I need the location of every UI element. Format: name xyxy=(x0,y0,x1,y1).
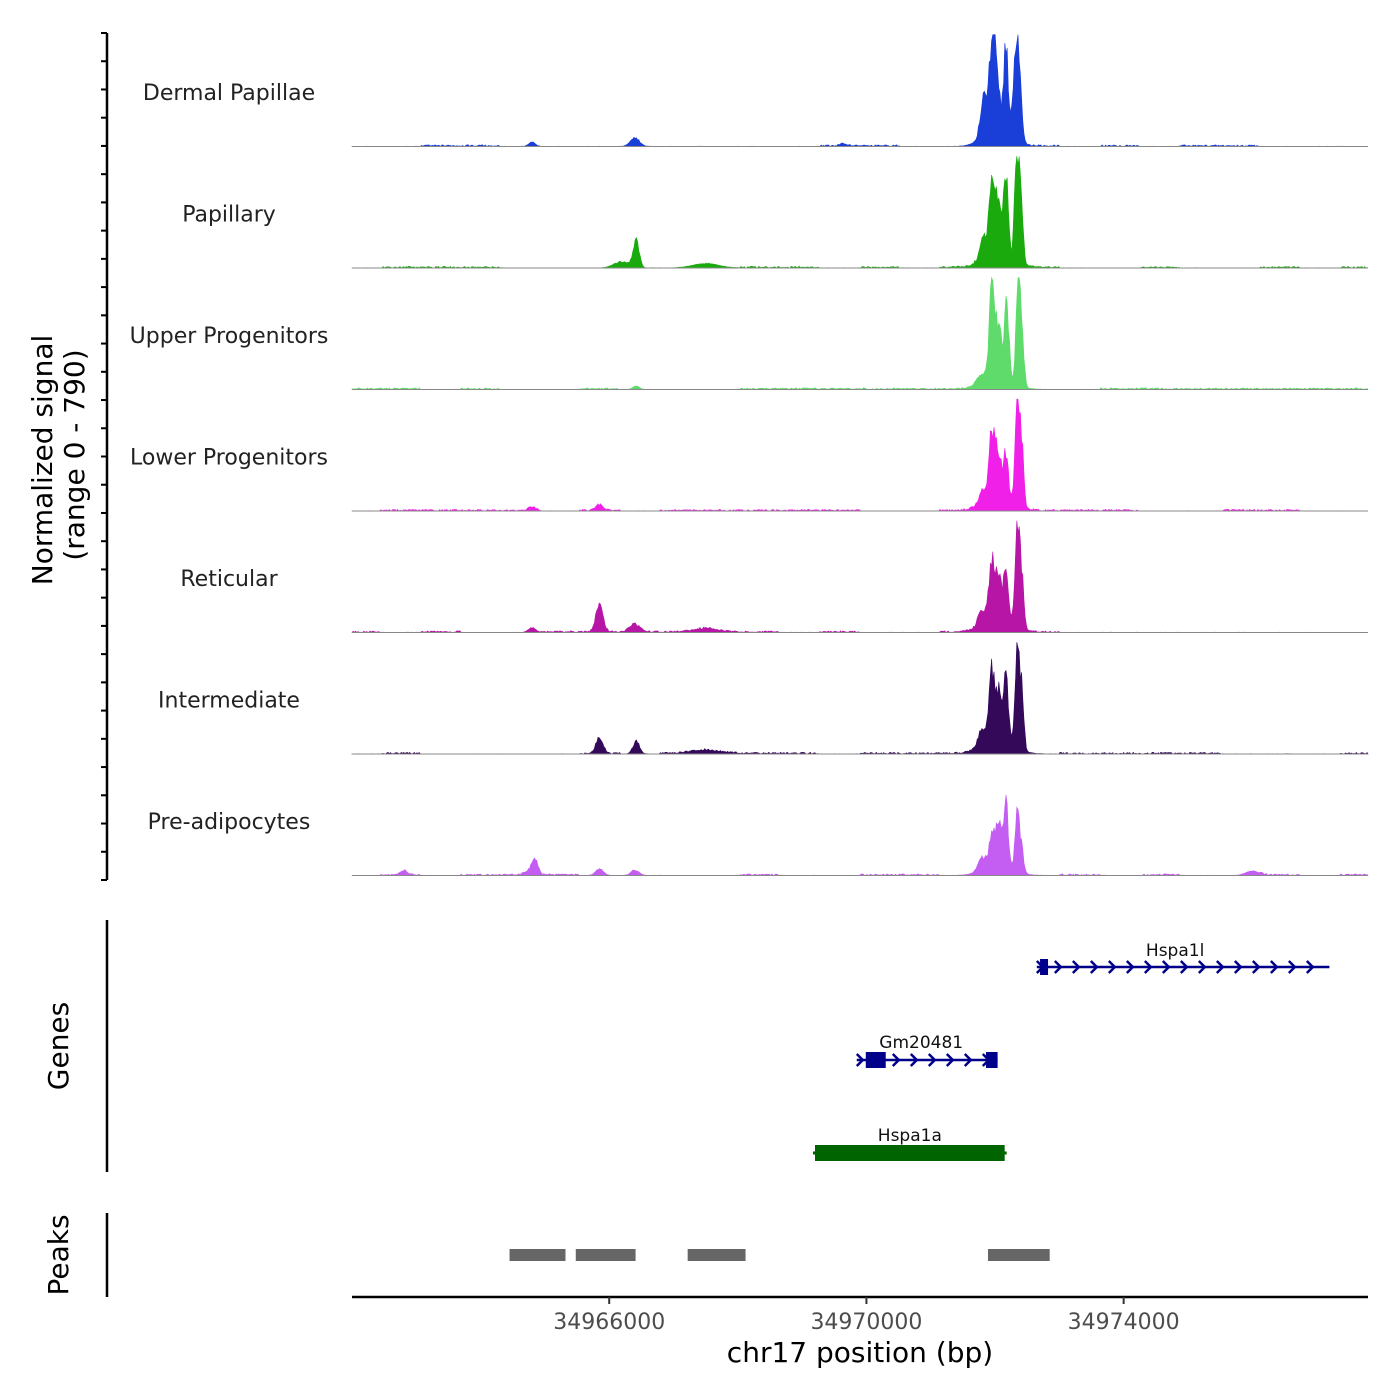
signal-area xyxy=(351,156,1369,269)
strand-arrow-icon xyxy=(1215,960,1225,974)
signal-area xyxy=(351,520,1369,633)
signal-area xyxy=(351,642,1369,755)
peak-region xyxy=(575,1249,636,1261)
gene-exon xyxy=(865,1052,886,1068)
track-label: Intermediate xyxy=(158,689,300,714)
strand-arrow-icon xyxy=(891,1053,901,1067)
strand-arrow-icon xyxy=(855,1053,865,1067)
gene-exon xyxy=(1040,959,1049,975)
strand-arrow-icon xyxy=(945,1053,955,1067)
strand-arrow-icon xyxy=(1251,960,1261,974)
signal-tracks: Dermal Papillae Papillary Upper Progenitor… xyxy=(130,34,1369,876)
strand-arrow-icon xyxy=(909,1053,919,1067)
strand-arrow-icon xyxy=(1107,960,1117,974)
peaks-track-label: Peaks xyxy=(42,1214,75,1295)
x-axis-label: chr17 position (bp) xyxy=(727,1336,993,1369)
strand-arrow-icon xyxy=(1161,960,1171,974)
track-label: Lower Progenitors xyxy=(130,446,328,471)
gene-label: Hspa1l xyxy=(1146,941,1204,961)
strand-arrow-icon xyxy=(1287,960,1297,974)
strand-arrow-icon xyxy=(963,1053,973,1067)
strand-arrow-icon xyxy=(1143,960,1153,974)
strand-arrow-icon xyxy=(1179,960,1189,974)
gene-track: Hspa1l Gm20481 Hspa1a xyxy=(812,941,1330,1161)
strand-arrow-icon xyxy=(1305,960,1315,974)
gene-exon xyxy=(986,1052,998,1068)
genes-track-label: Genes xyxy=(42,1002,75,1090)
peak-region xyxy=(687,1249,746,1261)
signal-area xyxy=(351,276,1369,390)
strand-arrow-icon xyxy=(1197,960,1207,974)
y-axis-label-line2: (range 0 - 790) xyxy=(58,349,91,560)
track-label: Papillary xyxy=(182,203,276,228)
gene-label: Gm20481 xyxy=(879,1033,963,1053)
strand-arrow-icon xyxy=(927,1053,937,1067)
strand-arrow-icon xyxy=(1071,960,1081,974)
track-label: Upper Progenitors xyxy=(130,324,329,349)
strand-arrow-icon xyxy=(1233,960,1243,974)
peak-track xyxy=(509,1249,1050,1261)
x-tick-label: 34970000 xyxy=(810,1310,922,1335)
strand-arrow-icon xyxy=(1089,960,1099,974)
peak-region xyxy=(509,1249,566,1261)
signal-area xyxy=(351,34,1369,147)
peak-region xyxy=(987,1249,1050,1261)
y-axis-label-line1: Normalized signal xyxy=(26,335,59,586)
track-label: Reticular xyxy=(180,567,278,592)
strand-arrow-icon xyxy=(1053,960,1063,974)
gene-label: Hspa1a xyxy=(878,1126,942,1146)
axes: 34966000 34970000 34974000 xyxy=(101,32,1368,1335)
signal-area xyxy=(351,794,1369,876)
strand-arrow-icon xyxy=(1269,960,1279,974)
track-label: Pre-adipocytes xyxy=(148,810,311,835)
x-tick-label: 34974000 xyxy=(1068,1310,1180,1335)
strand-arrow-icon xyxy=(1125,960,1135,974)
signal-area xyxy=(351,398,1369,512)
track-label: Dermal Papillae xyxy=(143,81,315,106)
x-tick-label: 34966000 xyxy=(553,1310,665,1335)
